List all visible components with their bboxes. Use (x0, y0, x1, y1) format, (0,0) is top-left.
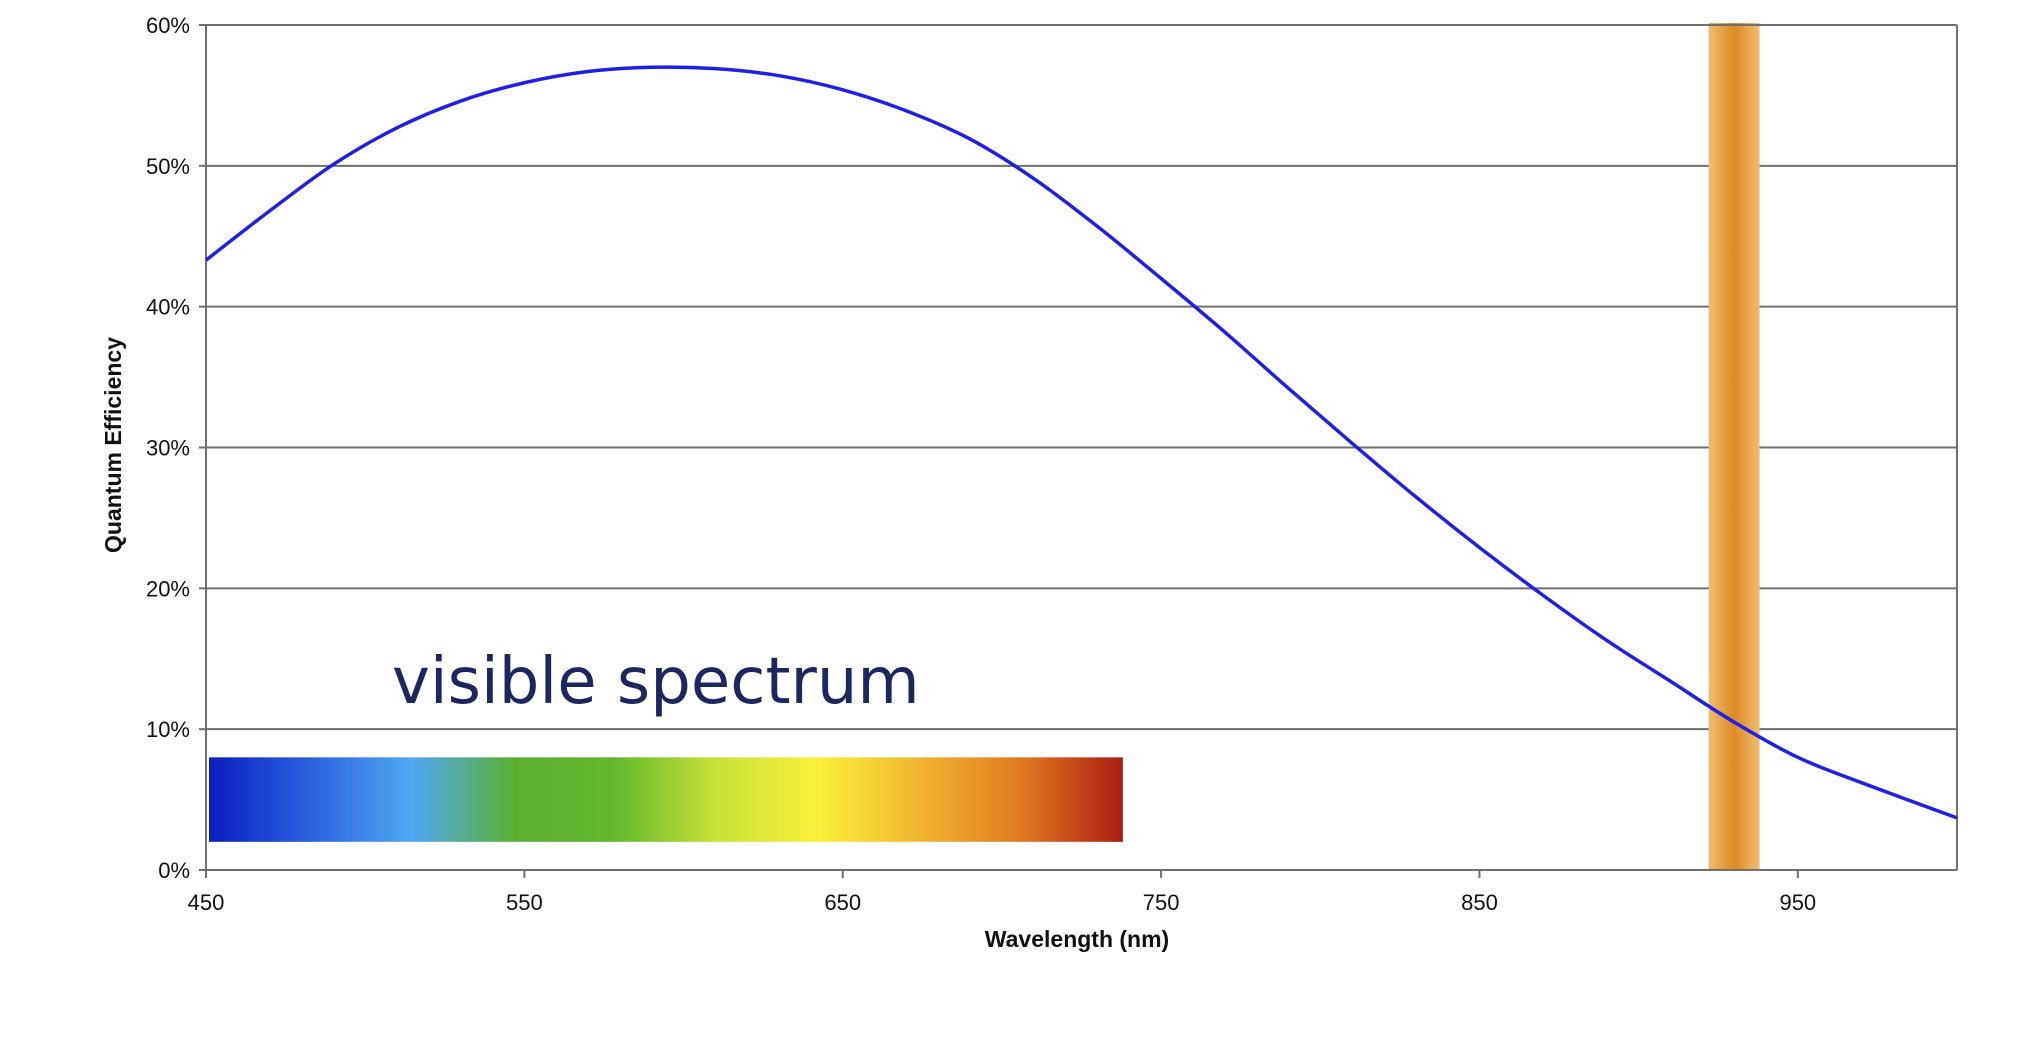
x-tick-label-4: 850 (1461, 890, 1498, 915)
x-axis-title: Wavelength (nm) (985, 926, 1169, 952)
x-tick-label-1: 550 (506, 890, 543, 915)
grid-lines (206, 24, 1957, 731)
y-tick-label-2: 20% (146, 576, 190, 601)
y-tick-label-5: 50% (146, 154, 190, 179)
y-tick-label-4: 40% (146, 295, 190, 320)
y-tick-label-6: 60% (146, 13, 190, 38)
y-tick-label-0: 0% (158, 858, 190, 883)
x-tick-label-2: 650 (824, 890, 861, 915)
x-tick-label-0: 450 (188, 890, 225, 915)
x-tick-label-5: 950 (1779, 890, 1816, 915)
y-tick-label-3: 30% (146, 436, 190, 461)
y-tick-label-1: 10% (146, 717, 190, 742)
tick-labels: 0% 10% 20% 30% 40% 50% 60% 450 550 650 750 850 950 (146, 13, 1816, 915)
x-tick-label-3: 750 (1143, 890, 1180, 915)
y-axis-title: Quantum Efficiency (100, 337, 126, 553)
visible-spectrum-label: visible spectrum (392, 645, 920, 719)
band-layer (209, 23, 1760, 870)
axes (199, 24, 1958, 878)
series-line-0 (204, 65, 1958, 820)
highlight-band (1708, 23, 1760, 870)
series-layer (204, 65, 1958, 820)
visible-spectrum-bar (209, 757, 1123, 842)
